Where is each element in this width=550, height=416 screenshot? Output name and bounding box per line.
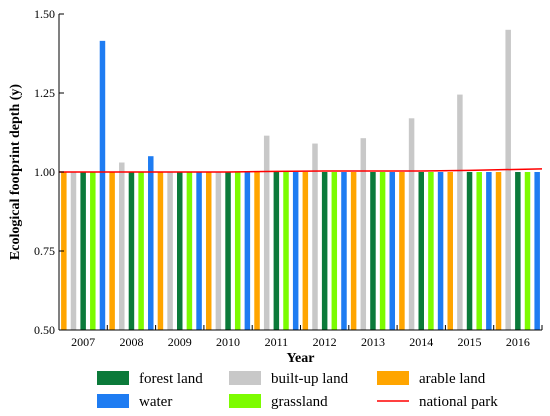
bar-water-2014 — [437, 172, 444, 330]
bar-forest-land-2016 — [515, 172, 521, 330]
bar-grassland-2015 — [476, 172, 482, 330]
x-axis-title: Year — [287, 351, 315, 366]
legend-swatch-forest-land — [97, 371, 129, 385]
legend-label-arable-land: arable land — [419, 371, 486, 387]
bar-built-up-land-2015 — [457, 94, 463, 330]
bar-grassland-2016 — [524, 172, 531, 330]
bar-built-up-land-2008 — [119, 162, 125, 330]
bar-forest-land-2013 — [370, 172, 376, 330]
bar-water-2010 — [244, 172, 251, 330]
y-tick-label-0.50: 0.50 — [34, 323, 55, 337]
bar-grassland-2008 — [138, 172, 144, 330]
bar-grassland-2010 — [234, 172, 241, 330]
bar-forest-land-2012 — [321, 172, 328, 330]
bar-water-2008 — [148, 156, 154, 330]
bar-grassland-2013 — [379, 172, 386, 330]
legend: forest land built-up land arable land water… — [97, 371, 498, 410]
x-tick-label-2016: 2016 — [506, 335, 530, 349]
bar-forest-land-2015 — [466, 172, 473, 330]
x-tick-label-2007: 2007 — [71, 335, 95, 349]
legend-label-grassland: grassland — [271, 394, 328, 410]
bar-grassland-2009 — [186, 172, 193, 330]
bar-built-up-land-2016 — [505, 29, 511, 331]
axes: 0.50 0.75 1.00 1.25 1.50 2007 2008 2009 2010 2011… — [34, 7, 543, 349]
x-tick-label-2012: 2012 — [313, 335, 337, 349]
bar-arable-land-2013 — [350, 172, 357, 330]
x-tick-label-2009: 2009 — [168, 335, 192, 349]
bar-forest-land-2010 — [225, 172, 231, 330]
bar-built-up-land-2010 — [215, 172, 222, 330]
bar-water-2016 — [534, 172, 540, 330]
legend-label-national-park: national park — [419, 394, 498, 410]
bar-built-up-land-2007 — [70, 172, 77, 330]
legend-label-built-up-land: built-up land — [271, 371, 349, 387]
bar-arable-land-2015 — [447, 172, 453, 330]
y-tick-label-1.25: 1.25 — [34, 86, 55, 100]
bar-built-up-land-2012 — [312, 143, 318, 330]
bar-built-up-land-2014 — [408, 118, 415, 330]
x-tick-label-2010: 2010 — [216, 335, 240, 349]
bar-built-up-land-2013 — [360, 138, 367, 330]
legend-swatch-built-up-land — [229, 371, 261, 385]
legend-swatch-arable-land — [377, 371, 409, 385]
y-tick-label-1.00: 1.00 — [34, 165, 55, 179]
x-tick-label-2011: 2011 — [265, 335, 289, 349]
x-tick-label-2014: 2014 — [409, 335, 433, 349]
legend-swatch-water — [97, 394, 129, 408]
bar-arable-land-2008 — [109, 172, 115, 330]
x-tick-label-2015: 2015 — [458, 335, 482, 349]
bar-grassland-2014 — [428, 172, 434, 330]
bar-water-2011 — [292, 172, 299, 330]
legend-label-water: water — [139, 394, 172, 410]
bar-arable-land-2010 — [205, 172, 212, 330]
legend-label-forest-land: forest land — [139, 371, 203, 387]
bar-forest-land-2009 — [177, 172, 183, 330]
bar-forest-land-2007 — [80, 172, 86, 330]
plot-area — [59, 29, 543, 331]
y-tick-label-1.50: 1.50 — [34, 7, 55, 21]
y-axis-title: Ecological footprint depth (y) — [8, 84, 23, 260]
bar-water-2015 — [486, 172, 492, 330]
bar-water-2012 — [341, 172, 347, 330]
bar-water-2013 — [389, 172, 396, 330]
bar-forest-land-2011 — [273, 172, 280, 330]
bar-arable-land-2012 — [302, 172, 309, 330]
x-tick-label-2013: 2013 — [361, 335, 385, 349]
bar-grassland-2012 — [331, 172, 338, 330]
bar-forest-land-2014 — [418, 172, 424, 330]
bar-built-up-land-2009 — [167, 172, 173, 330]
y-tick-label-0.75: 0.75 — [34, 244, 55, 258]
line-national-park — [59, 168, 543, 173]
bar-forest-land-2008 — [128, 172, 135, 330]
bar-arable-land-2011 — [254, 172, 260, 330]
x-tick-label-2008: 2008 — [119, 335, 143, 349]
legend-swatch-grassland — [229, 394, 261, 408]
bar-built-up-land-2011 — [263, 135, 270, 330]
bar-arable-land-2009 — [157, 172, 164, 330]
bar-water-2007 — [99, 40, 106, 331]
bar-grassland-2011 — [283, 172, 289, 330]
bar-water-2009 — [196, 172, 202, 330]
bar-arable-land-2016 — [495, 172, 502, 330]
bar-grassland-2007 — [90, 172, 96, 330]
bar-arable-land-2014 — [399, 172, 405, 330]
